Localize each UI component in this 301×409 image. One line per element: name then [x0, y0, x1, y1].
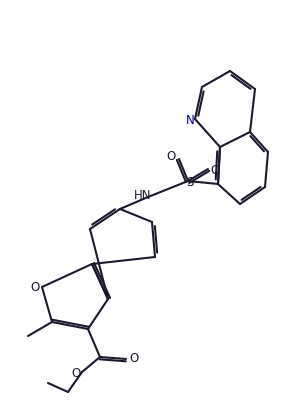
Text: O: O — [30, 281, 40, 294]
Text: O: O — [71, 366, 81, 380]
Text: N: N — [186, 114, 194, 127]
Text: O: O — [166, 150, 175, 163]
Text: S: S — [186, 176, 194, 189]
Text: O: O — [129, 352, 139, 364]
Text: O: O — [210, 164, 220, 177]
Text: HN: HN — [134, 189, 152, 202]
